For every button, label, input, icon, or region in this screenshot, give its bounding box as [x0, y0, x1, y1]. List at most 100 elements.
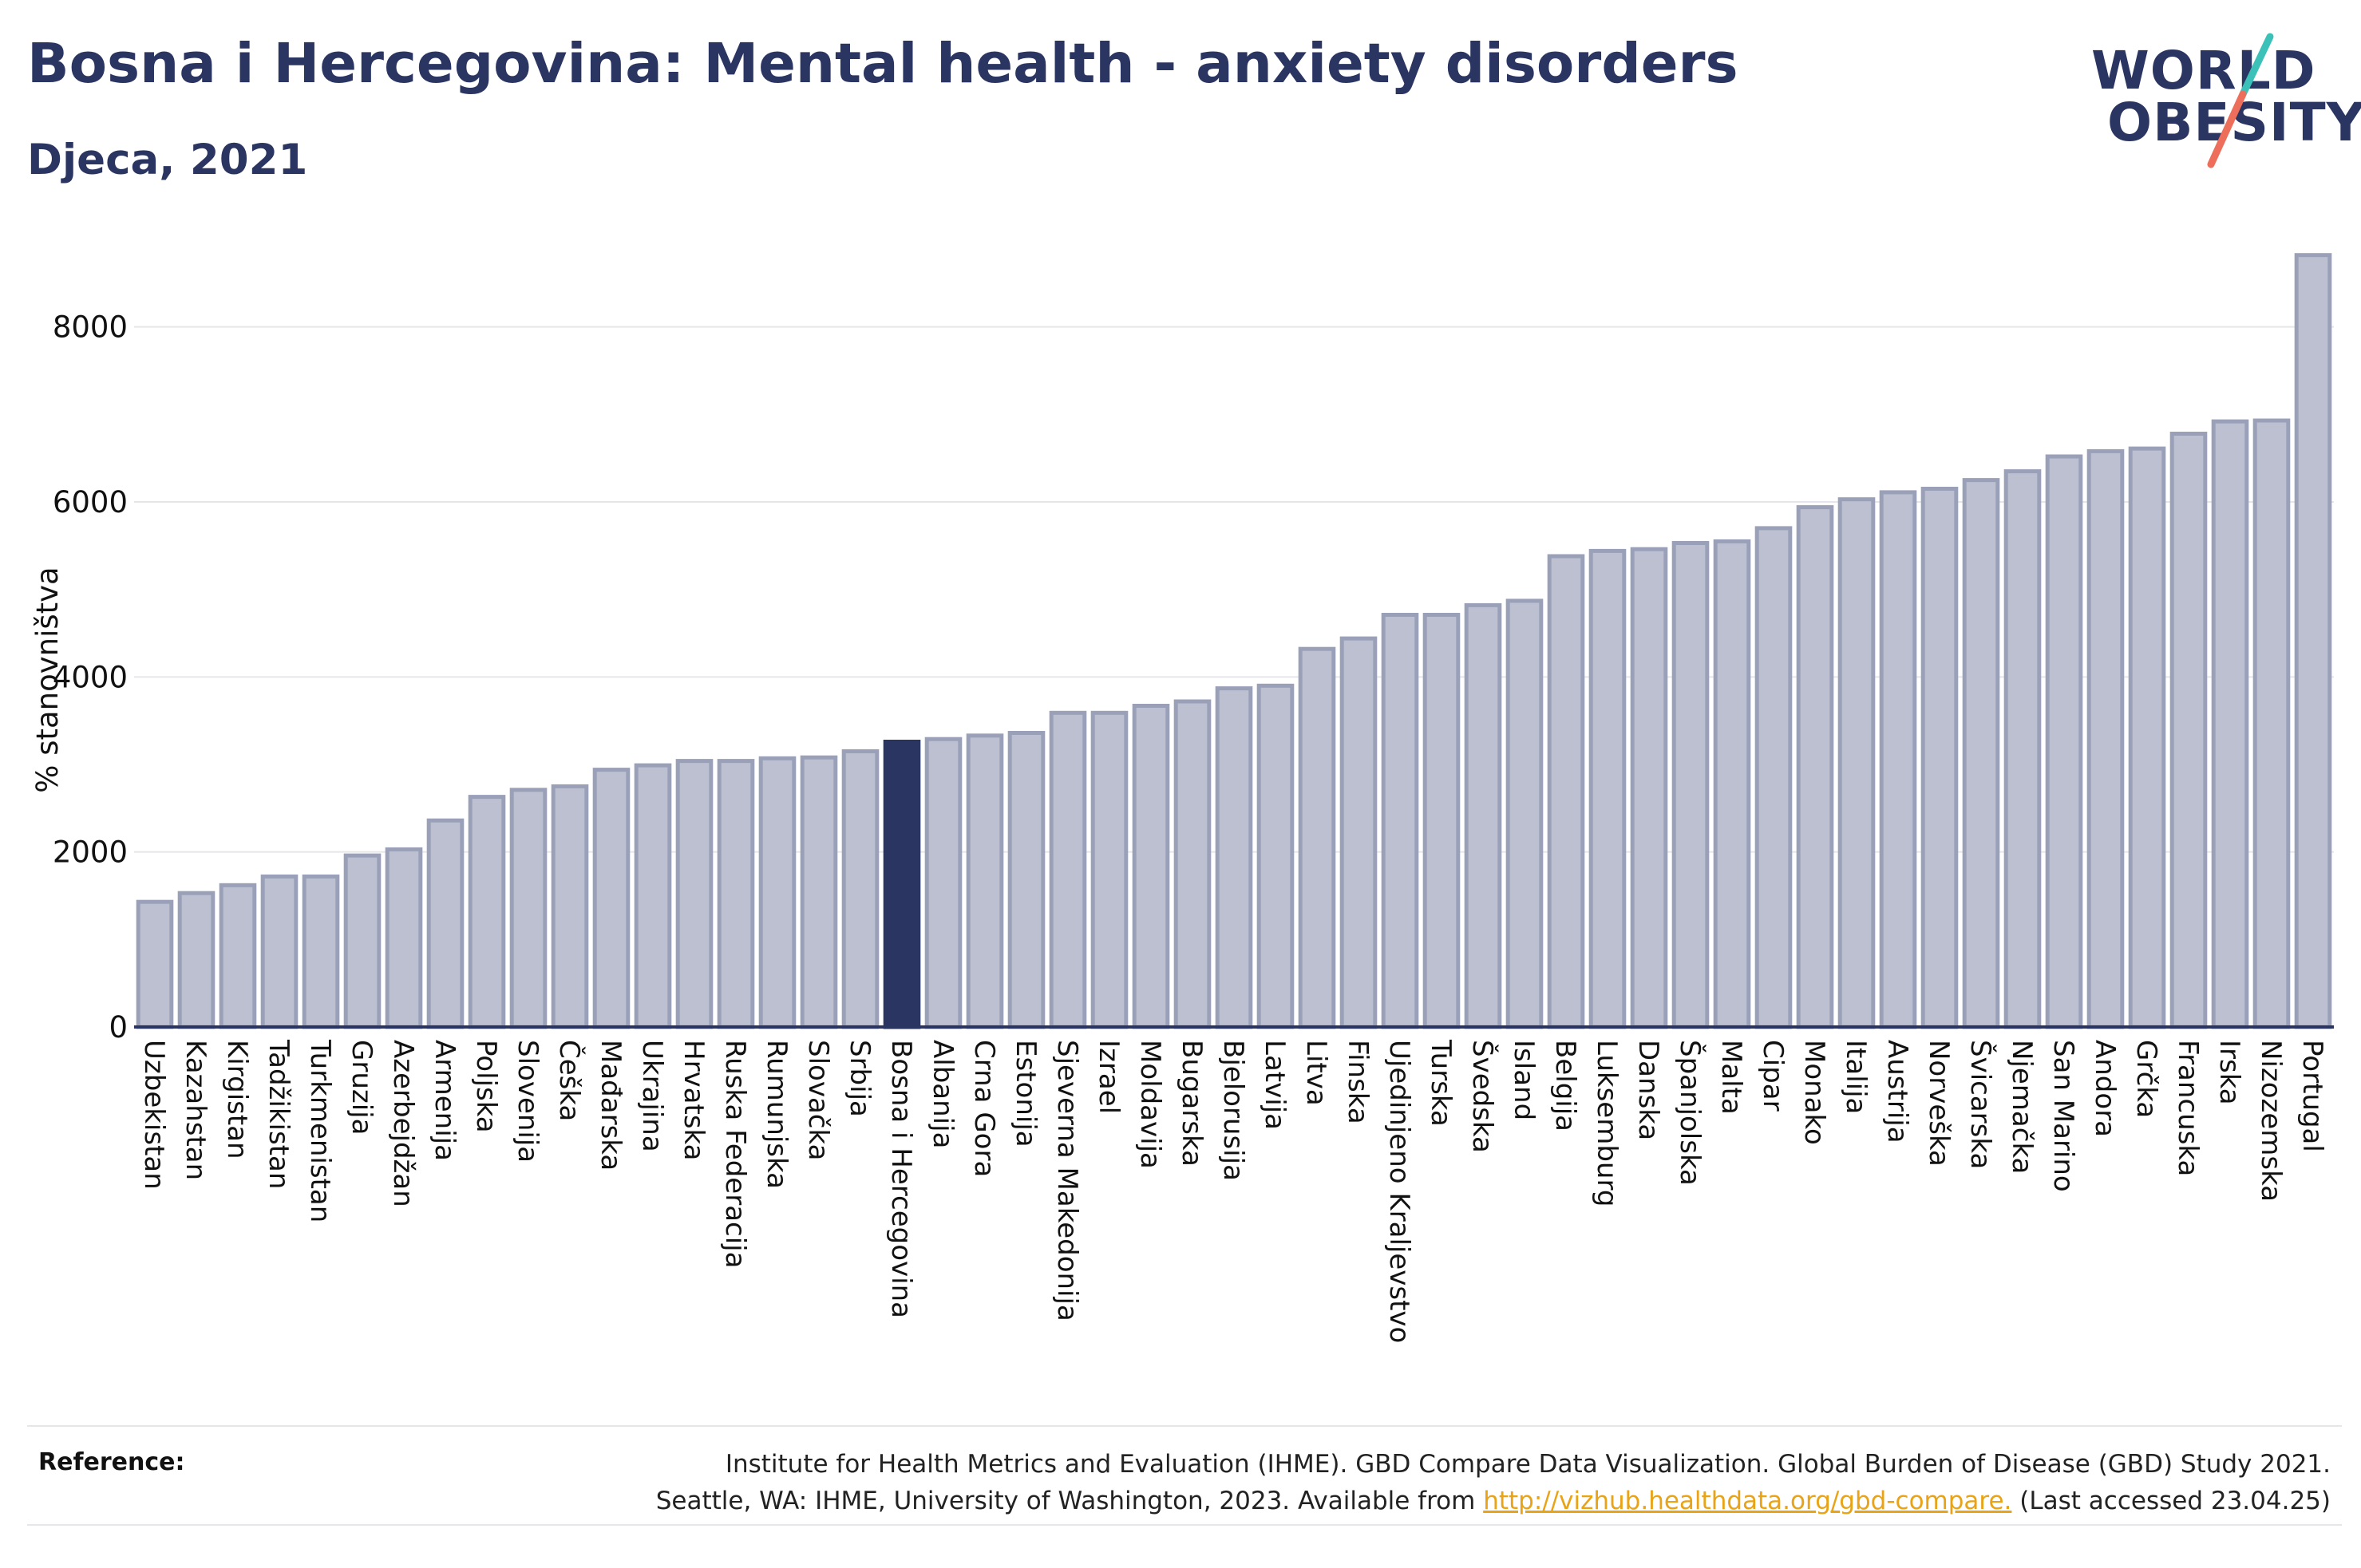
chart-title: Bosna i Hercegovina: Mental health - anx…: [27, 32, 1738, 96]
x-tick-label: Bjelorusija: [1217, 1040, 1249, 1181]
bar: [1505, 598, 1544, 1029]
x-tick-label: Irska: [2213, 1040, 2245, 1105]
x-tick-label: Rumunjska: [761, 1040, 793, 1189]
logo-line-1: WORLD: [2091, 40, 2316, 101]
bar: [1837, 497, 1876, 1029]
bar-highlighted: [883, 740, 921, 1029]
bar: [2003, 469, 2042, 1029]
bar: [966, 733, 1004, 1029]
bar: [2128, 446, 2166, 1029]
x-tick-label: Slovenija: [512, 1040, 544, 1163]
bar: [1713, 539, 1751, 1029]
bar: [2045, 454, 2083, 1029]
bar: [1215, 686, 1253, 1029]
bar: [717, 759, 755, 1029]
y-tick-label: 2000: [53, 835, 128, 870]
x-tick-label: Norveška: [1923, 1040, 1955, 1167]
bar: [343, 853, 382, 1029]
x-tick-label: Latvija: [1259, 1040, 1291, 1130]
x-tick-label: Ruska Federacija: [719, 1040, 751, 1268]
bar: [509, 788, 548, 1029]
x-tick-label: Španjolska: [1674, 1040, 1706, 1186]
x-tick-label: Island: [1508, 1040, 1540, 1120]
x-tick-label: Ujedinjeno Kraljevstvo: [1383, 1040, 1415, 1343]
bar: [1339, 636, 1378, 1029]
x-tick-labels: Uzbekistan Kazahstan Kirgistan Tadžikistan T…: [138, 1039, 2328, 1343]
x-tick-label: Francuska: [2172, 1040, 2204, 1176]
footer-divider-top: [27, 1425, 2342, 1427]
bar: [385, 847, 423, 1029]
x-tick-label: Italija: [1840, 1040, 1872, 1114]
reference-line-2-start: Seattle, WA: IHME, University of Washing…: [655, 1487, 1484, 1515]
reference-line-2-end: (Last accessed 23.04.25): [2011, 1487, 2331, 1515]
x-tick-label: Bugarska: [1176, 1040, 1208, 1167]
y-tick-label: 0: [109, 1010, 128, 1045]
bar: [592, 768, 631, 1029]
x-tick-label: Azerbejdžan: [387, 1040, 419, 1207]
reference-link[interactable]: http://vizhub.healthdata.org/gbd-compare…: [1483, 1487, 2012, 1515]
bars: [136, 253, 2332, 1029]
bar: [1132, 704, 1170, 1029]
bar: [2211, 419, 2249, 1029]
x-tick-label: Srbija: [844, 1040, 876, 1117]
x-tick-label: Malta: [1715, 1040, 1747, 1115]
bar: [1090, 710, 1129, 1029]
bar: [468, 795, 506, 1029]
bar: [2294, 253, 2332, 1029]
x-tick-label: Estonija: [1010, 1040, 1042, 1147]
bar: [426, 818, 465, 1029]
x-tick-label: Finska: [1342, 1040, 1374, 1124]
y-tick-label: 4000: [53, 660, 128, 694]
x-tick-label: Danska: [1632, 1040, 1664, 1140]
x-tick-label: San Marino: [2047, 1040, 2079, 1192]
x-tick-label: Litva: [1300, 1040, 1332, 1106]
x-tick-label: Poljska: [470, 1040, 502, 1133]
x-tick-label: Moldavija: [1134, 1040, 1166, 1169]
bar: [302, 874, 340, 1029]
bar: [260, 874, 299, 1029]
x-tick-label: Kirgistan: [221, 1040, 253, 1159]
bar-chart: Uzbekistan Kazahstan Kirgistan Tadžikistan T…: [30, 253, 2334, 1343]
bar: [1754, 526, 1793, 1029]
bar: [924, 737, 963, 1029]
x-tick-label: Sjeverna Makedonija: [1051, 1040, 1083, 1321]
y-tick-labels: 0 2000 4000 6000 8000: [53, 310, 128, 1045]
bar: [1630, 547, 1668, 1029]
logo-line-2: OBESITY: [2107, 92, 2361, 153]
x-tick-label: Monako: [1798, 1040, 1830, 1145]
x-tick-label: Belgija: [1549, 1040, 1581, 1132]
bar: [1464, 602, 1502, 1029]
world-obesity-logo: WORLD OBESITY: [2075, 24, 2361, 168]
bar: [758, 756, 797, 1029]
bar: [136, 899, 174, 1029]
bar: [675, 759, 714, 1029]
bar: [219, 883, 257, 1029]
bar: [2086, 448, 2125, 1029]
bar: [1879, 490, 1917, 1029]
y-tick-label: 8000: [53, 310, 128, 345]
x-tick-label: Gruzija: [346, 1040, 378, 1135]
reference-label: Reference:: [38, 1448, 185, 1476]
bar: [841, 749, 880, 1029]
footer-divider-bottom: [27, 1524, 2342, 1526]
x-tick-label: Austrija: [1881, 1040, 1913, 1143]
x-tick-label: Slovačka: [802, 1040, 834, 1160]
bar: [2169, 432, 2208, 1029]
bar: [177, 891, 216, 1029]
bar: [1671, 541, 1710, 1029]
bar: [1173, 699, 1212, 1029]
x-tick-label: Njemačka: [2006, 1040, 2038, 1174]
bar: [1381, 613, 1419, 1029]
x-tick-label: Mađarska: [595, 1040, 627, 1171]
x-tick-label: Češka: [553, 1040, 586, 1121]
bar: [1298, 646, 1336, 1029]
x-tick-label: Ukrajina: [636, 1040, 668, 1152]
bar: [1962, 478, 2000, 1029]
x-tick-label: Izrael: [1093, 1040, 1125, 1114]
x-tick-label: Crna Gora: [968, 1040, 1000, 1177]
bar: [551, 784, 589, 1029]
x-tick-label: Kazahstan: [180, 1040, 212, 1180]
x-tick-label: Portugal: [2296, 1040, 2328, 1152]
bar: [1547, 554, 1585, 1029]
reference-line-2: Seattle, WA: IHME, University of Washing…: [656, 1483, 2331, 1519]
